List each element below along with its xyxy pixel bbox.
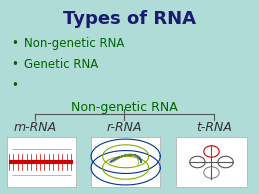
Text: r-RNA: r-RNA — [107, 121, 142, 134]
Text: Genetic RNA: Genetic RNA — [24, 58, 99, 71]
FancyBboxPatch shape — [176, 137, 247, 187]
Text: Non-genetic RNA: Non-genetic RNA — [24, 37, 125, 50]
Text: •: • — [12, 79, 18, 92]
FancyBboxPatch shape — [6, 137, 76, 187]
Text: t-RNA: t-RNA — [196, 121, 232, 134]
Text: Types of RNA: Types of RNA — [63, 10, 196, 28]
Text: Non-genetic RNA: Non-genetic RNA — [71, 101, 178, 114]
FancyBboxPatch shape — [91, 137, 160, 187]
Text: m-RNA: m-RNA — [13, 121, 56, 134]
Text: •: • — [12, 37, 18, 50]
Text: •: • — [12, 58, 18, 71]
